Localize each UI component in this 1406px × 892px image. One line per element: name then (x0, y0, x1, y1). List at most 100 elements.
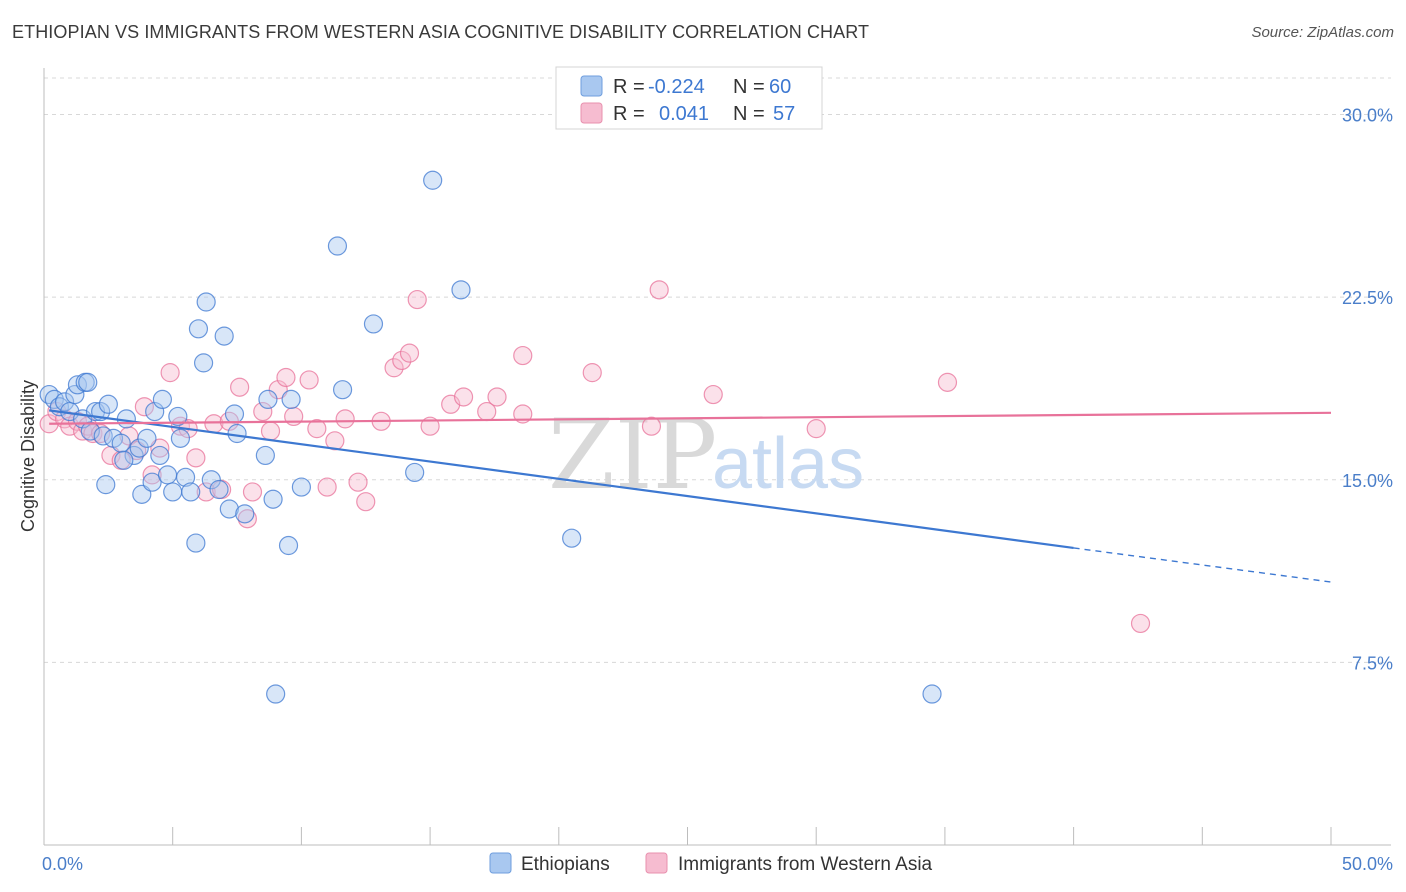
watermark: ZIP atlas (548, 399, 864, 511)
ethiopians-point-53 (363, 314, 384, 334)
ethiopians-point-54 (405, 462, 425, 483)
western-asia-point-40 (384, 358, 404, 378)
ethiopians-point-40 (219, 499, 239, 519)
trend-lines (49, 409, 1332, 583)
data-points (39, 170, 1151, 704)
bottom-legend-swatch-ethiopians (489, 852, 512, 874)
ethiopians-point-42 (227, 423, 247, 444)
ethiopians-point-56 (451, 280, 471, 300)
western-asia-point-28 (260, 421, 281, 441)
western-asia-point-36 (335, 409, 355, 429)
western-asia-point-26 (242, 482, 263, 502)
axes (43, 68, 1391, 846)
watermark-zip: ZIP (548, 399, 717, 511)
ethiopians-point-9 (78, 372, 98, 392)
western-asia-point-48 (487, 387, 507, 407)
y-axis-label: Cognitive Disability (18, 380, 38, 532)
ethiopians-point-43 (235, 504, 255, 524)
western-asia-point-33 (307, 419, 327, 439)
ethiopians-point-52 (332, 380, 353, 400)
western-asia-point-15 (150, 438, 170, 458)
western-asia-point-50 (513, 345, 533, 366)
western-asia-point-43 (407, 289, 427, 310)
ethiopians-point-37 (201, 470, 221, 490)
western-asia-point-42 (399, 343, 420, 363)
western-asia-point-37 (348, 472, 368, 492)
legend-n-label-1: N = (733, 76, 765, 98)
western-asia-point-38 (356, 492, 376, 512)
western-asia-point-49 (513, 404, 533, 424)
western-asia-point-44 (420, 416, 440, 436)
western-asia-point-41 (392, 350, 412, 371)
ethiopians-trend-line (49, 409, 1074, 550)
legend-n-label-2: N = (733, 103, 765, 125)
y-tick-label-1: 22.5% (1342, 288, 1393, 308)
ethiopians-point-50 (291, 477, 311, 497)
legend-n-value-2: 57 (773, 103, 795, 125)
western-asia-point-56 (937, 372, 958, 392)
legend-swatch-blue (580, 75, 603, 97)
ethiopians-point-24 (145, 401, 165, 422)
y-tick-label-2: 15.0% (1342, 471, 1393, 491)
bottom-legend-label-ethiopians: Ethiopians (521, 854, 610, 875)
ethiopians-point-23 (142, 472, 162, 492)
legend-r-value-1: -0.224 (648, 76, 705, 98)
western-asia-point-57 (1130, 613, 1151, 634)
bottom-legend-label-western-asia: Immigrants from Western Asia (678, 854, 933, 875)
bottom-legend-swatch-western-asia (645, 852, 668, 874)
western-asia-point-16 (160, 363, 180, 383)
western-asia-trend-line (49, 411, 1332, 425)
western-asia-point-29 (268, 380, 288, 400)
western-asia-point-46 (453, 387, 474, 407)
western-asia-point-55 (806, 419, 826, 439)
ethiopians-point-3 (54, 392, 75, 412)
western-asia-point-14 (142, 465, 162, 485)
legend-r-value-2: 0.041 (659, 103, 709, 125)
western-asia-point-27 (253, 401, 273, 422)
ethiopians-point-47 (266, 684, 286, 704)
legend-r-label-2: R = (613, 103, 645, 125)
western-asia-point-32 (299, 370, 319, 390)
legend-box: R = -0.224 N = 60 R = 0.041 N = 57 (555, 66, 823, 130)
ethiopians-point-14 (98, 394, 118, 414)
ethiopians-point-28 (163, 482, 183, 502)
ethiopians-point-44 (255, 445, 275, 466)
western-asia-point-30 (276, 367, 296, 388)
bottom-legend: Ethiopians Immigrants from Western Asia (489, 852, 933, 875)
ethiopians-point-36 (196, 292, 216, 312)
western-asia-point-13 (134, 397, 154, 417)
ethiopians-point-35 (193, 353, 214, 373)
ethiopians-point-51 (327, 236, 348, 256)
western-asia-point-19 (186, 448, 206, 468)
chart-source: Source: ZipAtlas.com (1251, 24, 1394, 41)
ethiopians-point-22 (137, 428, 157, 448)
ethiopians-point-20 (129, 438, 149, 458)
western-asia-point-54 (703, 384, 723, 405)
ethiopians-point-57 (562, 528, 582, 548)
western-asia-point-53 (649, 280, 669, 300)
x-tick-label-0: 0.0% (42, 854, 83, 874)
ethiopians-point-41 (224, 404, 245, 424)
ethiopians-point-29 (168, 406, 188, 427)
ethiopians-point-59 (114, 450, 134, 470)
ethiopians-point-25 (150, 445, 170, 466)
ethiopians-point-26 (152, 389, 173, 410)
western-asia-point-24 (230, 377, 250, 397)
y-tick-label-3: 7.5% (1352, 653, 1393, 673)
ethiopians-point-30 (170, 428, 191, 448)
watermark-atlas: atlas (712, 424, 864, 504)
ethiopians-point-45 (258, 389, 278, 410)
legend-n-value-1: 60 (769, 76, 791, 98)
ethiopians-point-58 (922, 684, 942, 704)
western-asia-point-34 (317, 477, 337, 497)
chart-title: ETHIOPIAN VS IMMIGRANTS FROM WESTERN ASI… (12, 22, 870, 42)
ethiopians-point-31 (175, 467, 196, 487)
x-tick-label-1: 50.0% (1342, 854, 1393, 874)
ethiopians-point-48 (278, 535, 299, 556)
tick-labels: 30.0% 22.5% 15.0% 7.5% 0.0% 50.0% (42, 106, 1393, 874)
legend-swatch-pink (580, 102, 603, 124)
ethiopians-point-34 (188, 319, 209, 339)
ethiopians-point-16 (96, 475, 116, 495)
ethiopians-point-27 (157, 465, 178, 485)
y-tick-label-0: 30.0% (1342, 106, 1393, 126)
